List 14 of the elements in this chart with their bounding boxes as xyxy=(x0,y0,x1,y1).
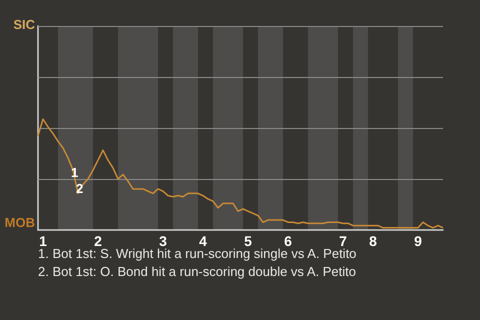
x-tick-label: 9 xyxy=(414,233,422,249)
x-tick-label: 2 xyxy=(94,233,102,249)
text: SIC xyxy=(13,17,36,32)
x-tick-label: 1 xyxy=(39,233,48,249)
text: 1. Bot 1st: S. Wright hit a run-scoring single vs A. Petito xyxy=(38,246,356,261)
x-tick-label: 4 xyxy=(199,233,208,249)
annotation: 2 xyxy=(76,181,84,196)
x-tick-label: 8 xyxy=(369,233,378,249)
text: MOB xyxy=(4,215,36,230)
x-tick-label: 5 xyxy=(244,233,252,249)
x-tick-label: 7 xyxy=(339,233,348,249)
x-tick-label: 6 xyxy=(284,233,292,249)
text: 2. Bot 1st: O. Bond hit a run-scoring double vs A. Petito xyxy=(38,264,356,279)
x-tick-label: 3 xyxy=(159,233,168,249)
